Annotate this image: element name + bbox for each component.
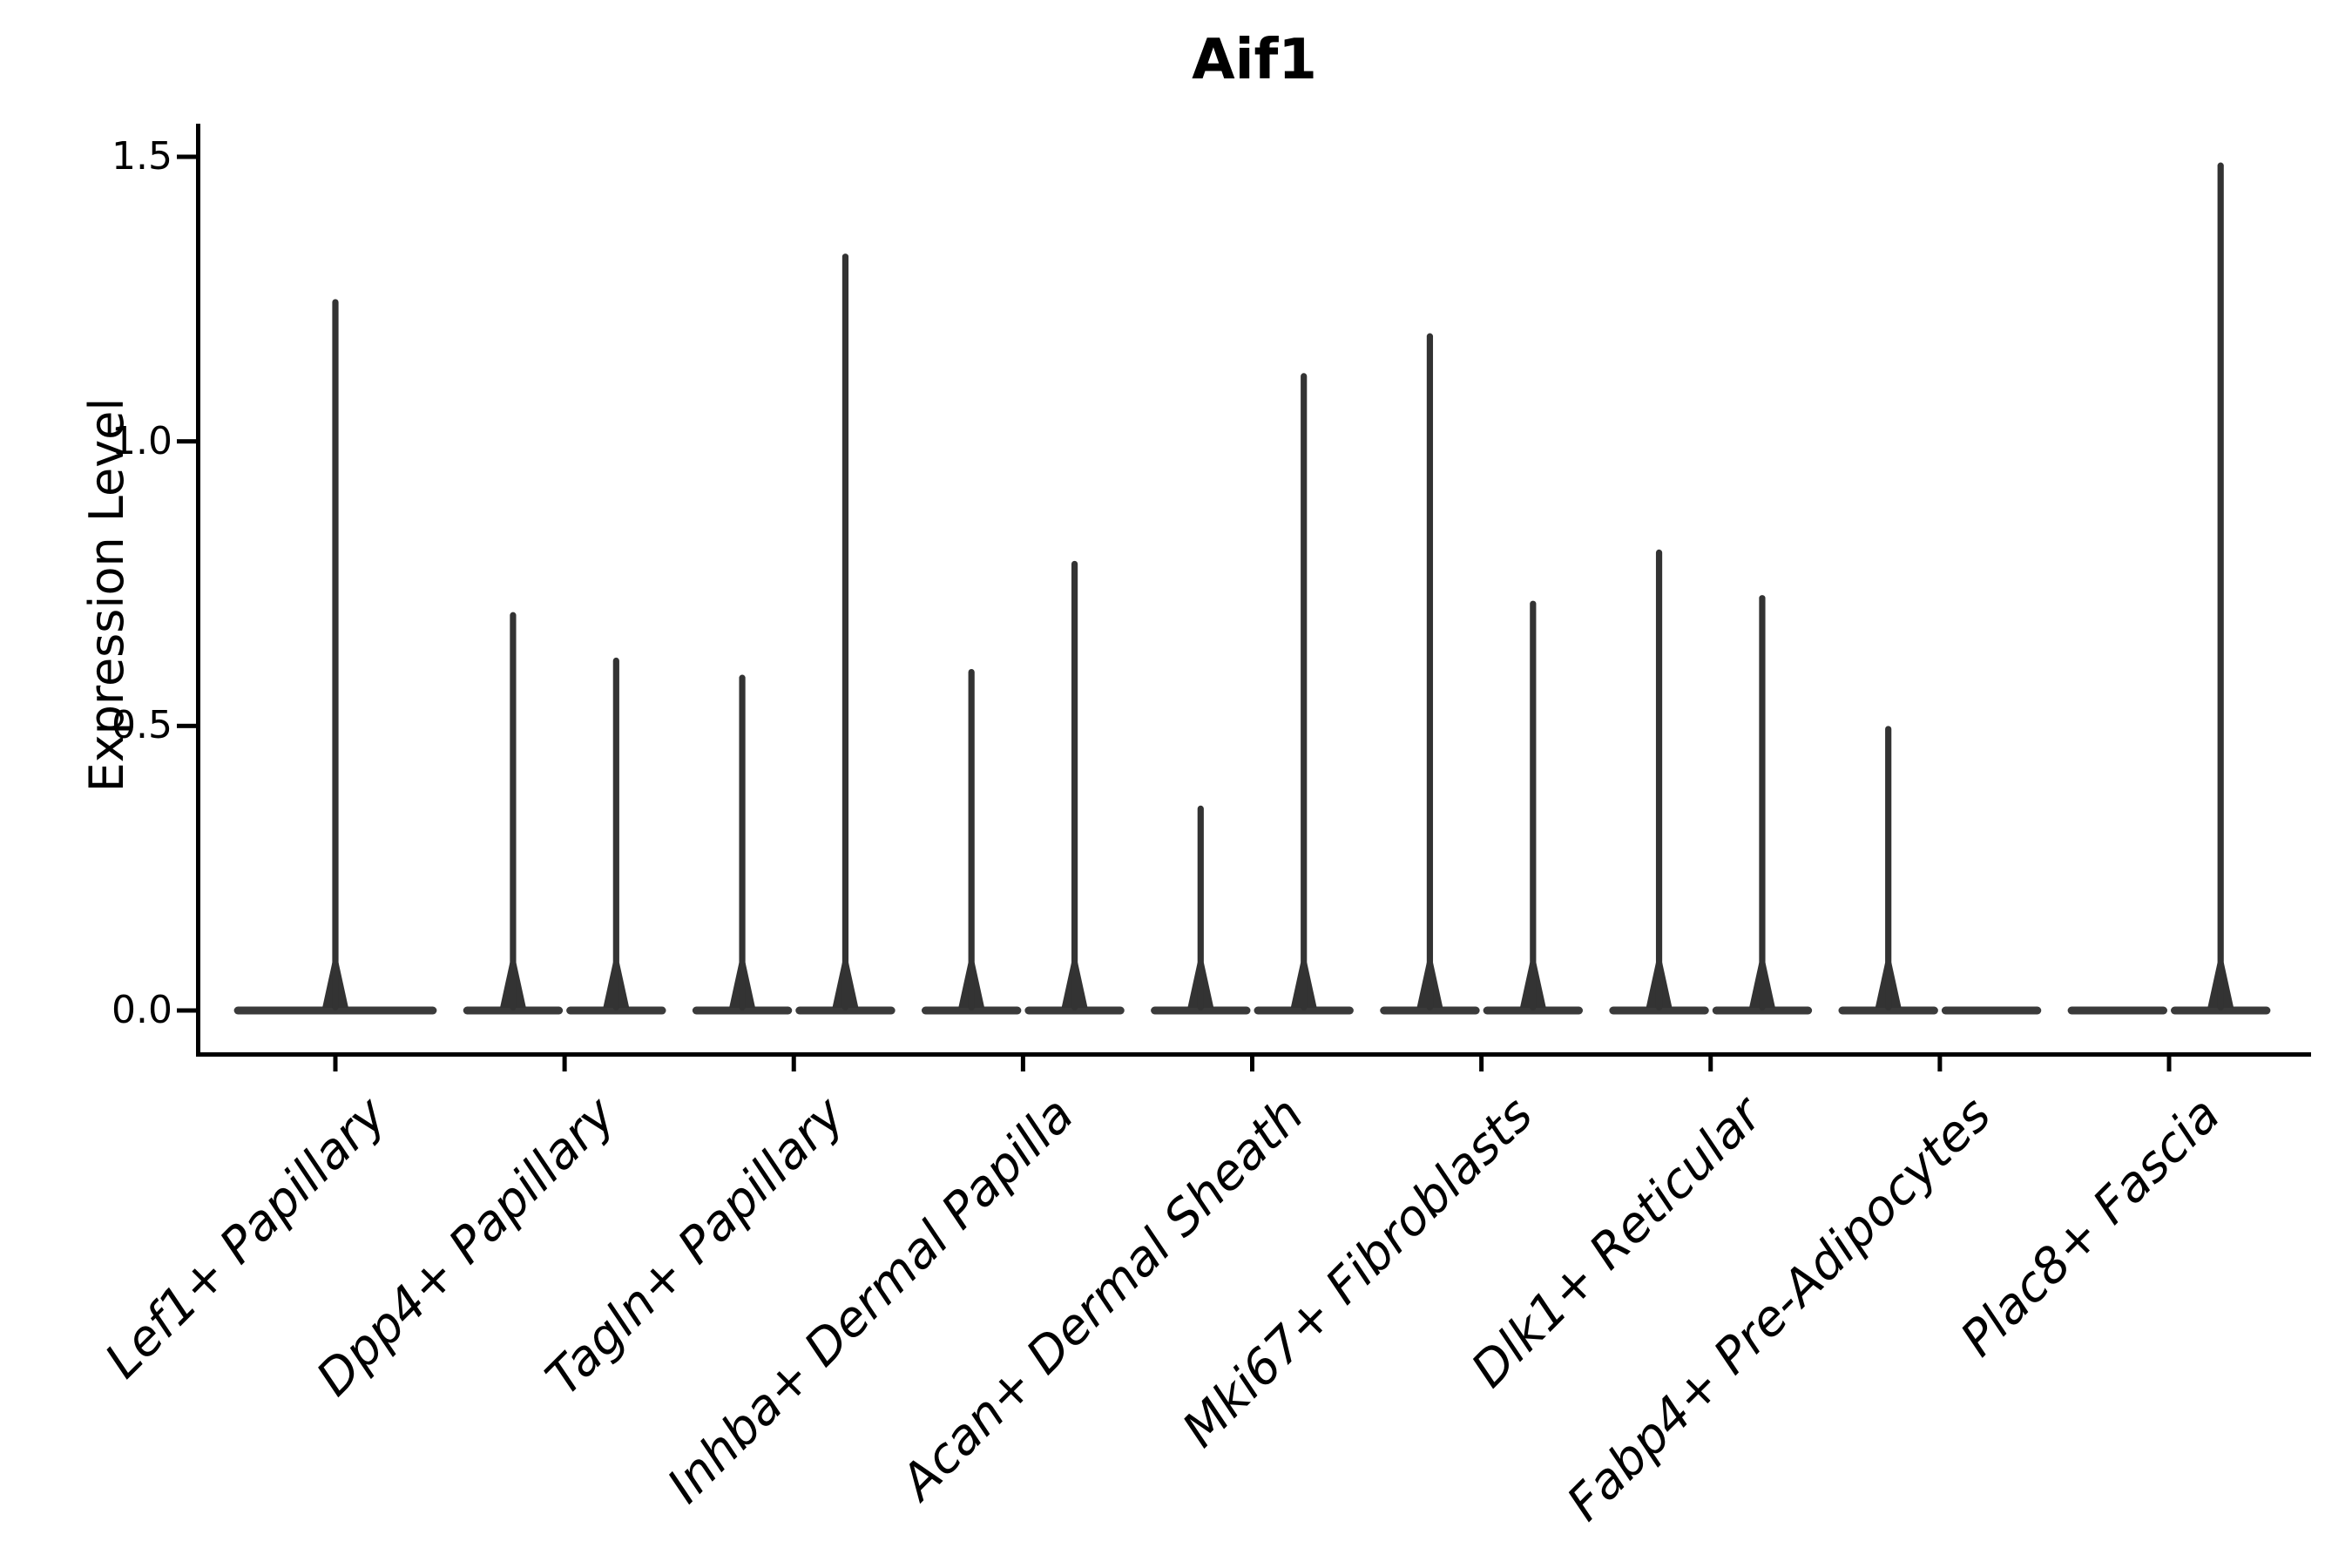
violin-spike <box>1197 805 1204 1010</box>
violin-base <box>2067 1006 2167 1015</box>
y-tick-label: 0.0 <box>112 988 172 1032</box>
violin-base <box>1838 1006 1938 1015</box>
x-tick-mark <box>1020 1057 1025 1071</box>
violin-spike <box>1301 373 1308 1010</box>
x-tick-mark <box>791 1057 796 1071</box>
y-tick-mark <box>177 1008 196 1013</box>
violin-spike <box>1759 595 1766 1010</box>
violin-base <box>1380 1006 1480 1015</box>
violin-spike <box>1530 600 1537 1010</box>
violin-base <box>2171 1006 2271 1015</box>
chart-title: Aif1 <box>1192 28 1317 92</box>
x-tick-mark <box>1708 1057 1713 1071</box>
violin-spike <box>2217 162 2224 1010</box>
violin-base <box>1941 1006 2042 1015</box>
violin-spike <box>510 612 517 1010</box>
x-tick-mark <box>1479 1057 1484 1071</box>
y-tick-label: 1.5 <box>112 134 172 179</box>
y-axis-spine <box>196 124 200 1057</box>
violin-base <box>1609 1006 1709 1015</box>
x-tick-mark <box>2166 1057 2172 1071</box>
y-axis-label: Expression Level <box>78 397 134 793</box>
x-tick-mark <box>1250 1057 1254 1071</box>
violin-spike <box>1885 726 1892 1010</box>
violin-spike <box>1655 549 1663 1010</box>
violin-spike <box>1071 560 1078 1010</box>
x-tick-mark <box>562 1057 567 1071</box>
x-tick-mark <box>1937 1057 1943 1071</box>
y-tick-label: 0.5 <box>112 703 172 748</box>
violin-spike <box>332 299 339 1010</box>
x-axis-spine <box>196 1052 2311 1057</box>
violin-spike <box>968 669 975 1010</box>
violin-spike <box>841 253 849 1010</box>
x-tick-mark <box>333 1057 338 1071</box>
violin-spike <box>739 674 746 1010</box>
violin-base <box>1151 1006 1251 1015</box>
violin-spike <box>612 657 619 1010</box>
y-tick-mark <box>177 723 196 728</box>
y-tick-mark <box>177 154 196 159</box>
y-tick-label: 1.0 <box>112 418 172 463</box>
violin-base <box>921 1006 1022 1015</box>
violin-spike <box>1426 333 1434 1010</box>
y-tick-mark <box>177 439 196 444</box>
